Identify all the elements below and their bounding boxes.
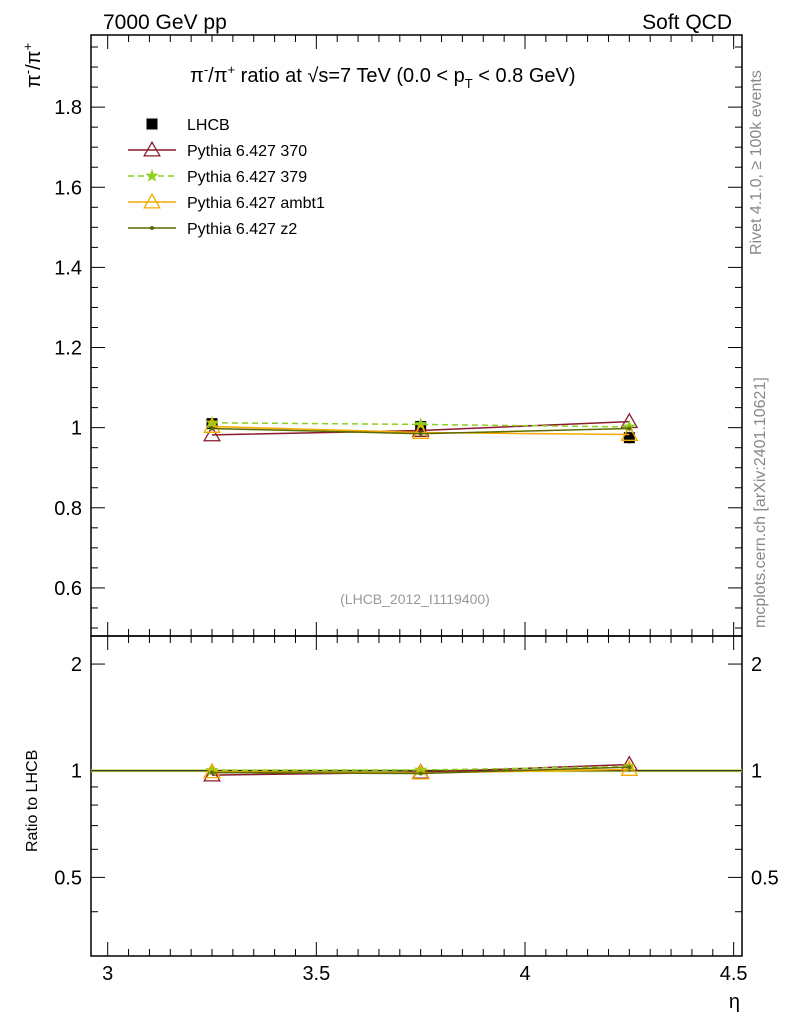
x-tick-label: 3.5 (302, 963, 330, 985)
y-tick-label: 0.6 (54, 578, 82, 600)
data-marker (203, 425, 221, 442)
data-marker (203, 765, 221, 782)
ylabel-mid: /π (23, 50, 45, 69)
title-part1: π (190, 65, 204, 87)
title-sup1: - (204, 62, 208, 77)
legend-label: LHCB (187, 117, 230, 134)
legend-label: Pythia 6.427 ambt1 (187, 195, 325, 212)
plot-title: π-/π+ ratio at √s=7 TeV (0.0 < pT < 0.8 … (190, 62, 576, 91)
ratio-y-tick-label: 0.5 (54, 867, 82, 889)
data-marker (205, 415, 219, 429)
y-axis-label: π-/π+ (20, 43, 45, 88)
legend-label: Pythia 6.427 370 (187, 143, 307, 160)
ylabel-sup2: + (20, 43, 35, 51)
axis-tick-labels: 3 3.5 4 4.5 0.6 0.8 1 1.2 1.4 1.6 1.8 0.5 0.5 1 1 2 2 (54, 97, 779, 985)
x-axis-label: η (729, 991, 740, 1013)
legend-label: Pythia 6.427 z2 (187, 221, 297, 238)
data-marker (143, 140, 161, 157)
data-marker (210, 426, 215, 431)
ratio-series (91, 755, 742, 782)
ratio-y-axis-label: Ratio to LHCB (24, 750, 41, 852)
x-tick-label: 4.5 (720, 963, 748, 985)
data-marker (146, 118, 158, 130)
data-marker (627, 765, 632, 770)
data-marker (143, 192, 161, 209)
legend: LHCB Pythia 6.427 370 Pythia 6.427 379 Pyth… (128, 117, 325, 238)
data-marker (145, 168, 159, 182)
y-tick-label: 1.2 (54, 338, 82, 360)
y-tick-label: 0.8 (54, 498, 82, 520)
ratio-y-tick-label-right: 1 (751, 761, 762, 783)
ylabel-base: π (23, 74, 45, 88)
rivet-label: Rivet 4.1.0, ≥ 100k events (748, 70, 765, 255)
data-marker (627, 426, 632, 431)
y-tick-label: 1.6 (54, 177, 82, 199)
data-marker (413, 762, 428, 776)
title-part4: < 0.8 GeV) (473, 65, 576, 87)
y-tick-label: 1.4 (54, 257, 82, 279)
data-marker (411, 763, 430, 780)
main-series (203, 412, 639, 444)
y-tick-label: 1.8 (54, 97, 82, 119)
data-marker (411, 423, 430, 439)
title-part3: ratio at √s=7 TeV (0.0 < p (235, 65, 465, 87)
header-right: Soft QCD (642, 11, 732, 34)
data-marker (203, 762, 221, 779)
ratio-panel-frame (90, 635, 743, 957)
header-left: 7000 GeV pp (103, 11, 227, 34)
ratio-y-tick-label: 2 (71, 654, 82, 676)
title-sup2: + (228, 62, 236, 77)
mcplots-label: mcplots.cern.ch [arXiv:2401.10621] (752, 377, 769, 628)
ratio-y-tick-label-right: 0.5 (751, 867, 779, 889)
x-tick-label: 4 (519, 963, 530, 985)
title-part2: /π (208, 65, 227, 87)
ratio-y-tick-label: 1 (71, 761, 82, 783)
analysis-tag: (LHCB_2012_I1119400) (340, 591, 490, 607)
data-marker (620, 755, 639, 772)
data-marker (205, 763, 219, 777)
data-marker (418, 771, 423, 776)
data-marker (620, 425, 639, 441)
data-marker (210, 770, 215, 775)
ratio-y-tick-label-right: 2 (751, 654, 762, 676)
data-marker (203, 417, 221, 433)
data-marker (620, 760, 639, 776)
y-tick-label: 1 (71, 418, 82, 440)
axis-ticks (91, 35, 742, 957)
x-tick-label: 3 (102, 963, 113, 985)
data-marker (150, 226, 154, 230)
legend-label: Pythia 6.427 379 (187, 169, 307, 186)
series-line (211, 420, 630, 436)
ylabel-sup1: - (20, 70, 35, 74)
title-sub: T (465, 76, 473, 91)
data-marker (418, 431, 423, 436)
